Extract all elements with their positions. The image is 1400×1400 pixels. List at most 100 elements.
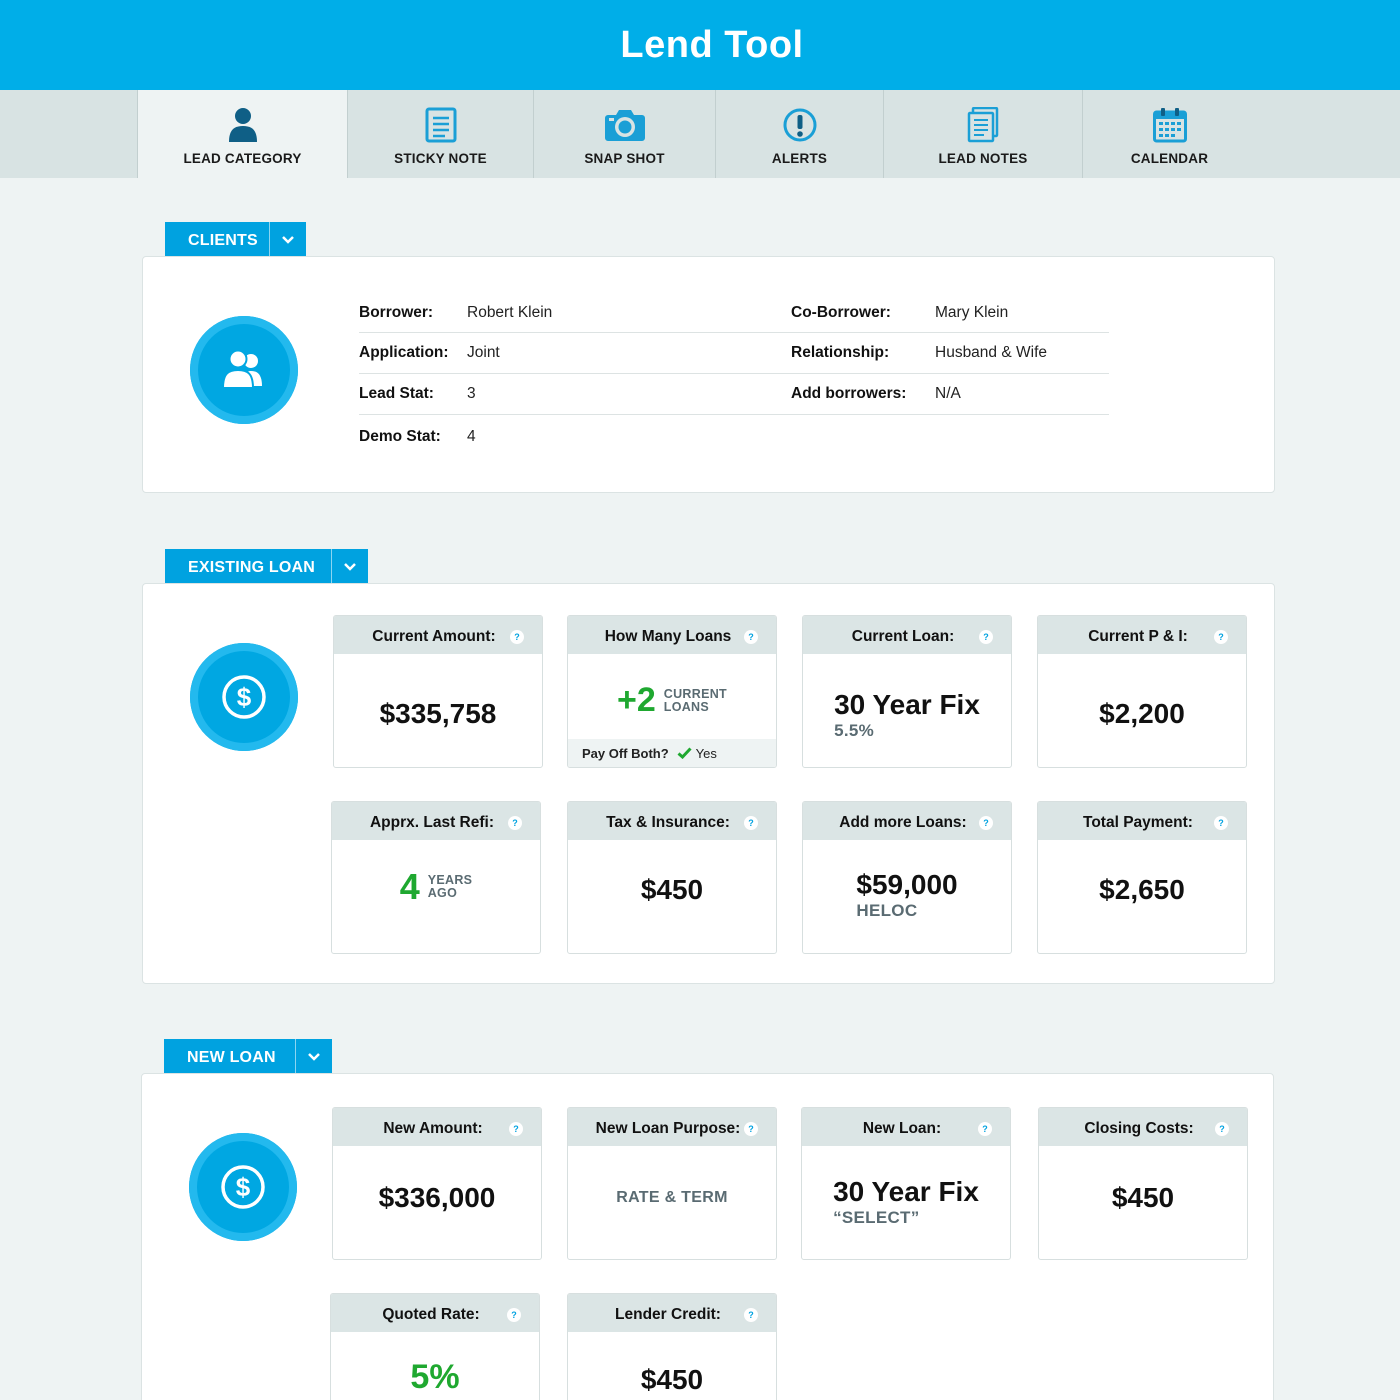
checkmark-icon[interactable] bbox=[677, 747, 692, 759]
card-body: 30 Year Fix 5.5% bbox=[803, 654, 1011, 767]
loan-count-unit: CURRENT LOANS bbox=[663, 687, 727, 714]
card-body[interactable]: 30 Year Fix “SELECT” bbox=[802, 1146, 1010, 1259]
dollar-icon: $ bbox=[221, 1165, 265, 1209]
nav-calendar[interactable]: CALENDAR bbox=[1082, 90, 1256, 178]
clients-info-table: Borrower: Robert Klein Co-Borrower: Mary… bbox=[359, 293, 1109, 459]
nav-sticky-note[interactable]: STICKY NOTE bbox=[347, 90, 533, 178]
alert-icon bbox=[777, 106, 823, 144]
help-icon[interactable]: ? bbox=[510, 630, 524, 644]
loan-count-value: +2 bbox=[617, 681, 656, 719]
lead-stat-label: Lead Stat: bbox=[359, 385, 434, 402]
nav-label: CALENDAR bbox=[1130, 151, 1209, 166]
nav-label: LEAD CATEGORY bbox=[183, 151, 302, 166]
section-tab-label: EXISTING LOAN bbox=[188, 558, 316, 576]
help-icon[interactable]: ? bbox=[1215, 1122, 1229, 1136]
borrower-label: Borrower: bbox=[359, 303, 434, 321]
help-icon[interactable]: ? bbox=[744, 1308, 758, 1322]
card-title: How Many Loans bbox=[604, 628, 732, 645]
card-body: $450 bbox=[568, 840, 776, 953]
last-refi-unit: YEARS AGO bbox=[427, 873, 473, 900]
card-title: Add more Loans: bbox=[839, 814, 967, 831]
card-body: $59,000 HELOC bbox=[803, 840, 1011, 953]
help-icon[interactable]: ? bbox=[744, 630, 758, 644]
new-loan-section-tab[interactable]: NEW LOAN bbox=[164, 1039, 332, 1074]
help-icon[interactable]: ? bbox=[1214, 630, 1228, 644]
unit-line: LOANS bbox=[663, 699, 710, 714]
card-header: How Many Loans? bbox=[568, 616, 776, 654]
nav-lead-notes[interactable]: LEAD NOTES bbox=[883, 90, 1082, 178]
help-icon[interactable]: ? bbox=[744, 1122, 758, 1136]
clients-icon-circle bbox=[190, 316, 298, 424]
card-header: Current Amount:? bbox=[334, 616, 542, 654]
new-loan-select: “SELECT” bbox=[833, 1207, 920, 1227]
current-loan-rate: 5.5% bbox=[834, 720, 875, 740]
co-borrower-value: Mary Klein bbox=[935, 303, 1009, 321]
card-header: Total Payment:? bbox=[1038, 802, 1246, 840]
lender-credit-value: $450 bbox=[640, 1364, 704, 1395]
relationship-label: Relationship: bbox=[791, 344, 890, 361]
existing-loan-section-tab[interactable]: EXISTING LOAN bbox=[165, 549, 368, 584]
help-icon[interactable]: ? bbox=[1214, 816, 1228, 830]
add-loans-card: Add more Loans:? $59,000 HELOC bbox=[802, 801, 1012, 954]
lender-credit-card: Lender Credit:? $450 bbox=[567, 1293, 777, 1400]
total-payment-card: Total Payment:? $2,650 bbox=[1037, 801, 1247, 954]
pay-off-both-row: Pay Off Both? Yes bbox=[568, 739, 776, 767]
help-icon[interactable]: ? bbox=[979, 630, 993, 644]
section-tab-label: NEW LOAN bbox=[187, 1048, 276, 1066]
total-payment-value: $2,650 bbox=[1099, 873, 1185, 905]
chevron-down-icon[interactable] bbox=[269, 222, 306, 257]
card-header: Tax & Insurance:? bbox=[568, 802, 776, 840]
help-icon[interactable]: ? bbox=[979, 816, 993, 830]
dollar-icon: $ bbox=[222, 675, 266, 719]
info-row: Demo Stat: 4 bbox=[359, 415, 1109, 459]
info-row: Application: Joint Relationship: Husband… bbox=[359, 333, 1109, 374]
card-title: Tax & Insurance: bbox=[606, 814, 730, 831]
add-loans-type: HELOC bbox=[856, 900, 918, 920]
demo-stat-value: 4 bbox=[467, 428, 476, 445]
help-icon[interactable]: ? bbox=[509, 1122, 523, 1136]
chevron-down-icon[interactable] bbox=[331, 549, 368, 584]
clients-section-tab[interactable]: CLIENTS bbox=[165, 222, 306, 257]
add-borrowers-label: Add borrowers: bbox=[791, 385, 907, 402]
info-row: Lead Stat: 3 Add borrowers: N/A bbox=[359, 374, 1109, 415]
card-body: +2 CURRENT LOANS bbox=[568, 654, 776, 741]
help-icon[interactable]: ? bbox=[508, 816, 522, 830]
card-title: New Loan: bbox=[862, 1120, 942, 1137]
chevron-down-icon[interactable] bbox=[295, 1039, 332, 1074]
help-icon[interactable]: ? bbox=[507, 1308, 521, 1322]
unit-line: AGO bbox=[427, 885, 458, 900]
nav-snap-shot[interactable]: SNAP SHOT bbox=[533, 90, 715, 178]
nav-lead-category[interactable]: LEAD CATEGORY bbox=[137, 90, 347, 178]
nav-label: SNAP SHOT bbox=[584, 151, 665, 166]
card-header: New Loan:? bbox=[802, 1108, 1010, 1146]
card-title: Current Amount: bbox=[372, 628, 496, 645]
svg-text:$: $ bbox=[236, 1172, 251, 1202]
pay-off-both-label: Pay Off Both? bbox=[582, 745, 669, 761]
current-amount-card: Current Amount:? $335,758 bbox=[333, 615, 543, 768]
card-title: Total Payment: bbox=[1083, 814, 1193, 831]
camera-icon bbox=[602, 106, 648, 144]
help-icon[interactable]: ? bbox=[978, 1122, 992, 1136]
application-label: Application: bbox=[359, 344, 449, 361]
tax-insurance-value: $450 bbox=[640, 873, 704, 905]
help-icon[interactable]: ? bbox=[744, 816, 758, 830]
current-loan-card: Current Loan:? 30 Year Fix 5.5% bbox=[802, 615, 1012, 768]
new-loan-stack: 30 Year Fix “SELECT” bbox=[833, 1176, 979, 1228]
current-loan-value: 30 Year Fix bbox=[834, 688, 980, 720]
relationship-value: Husband & Wife bbox=[935, 344, 1047, 361]
closing-costs-value: $450 bbox=[1111, 1181, 1175, 1213]
section-tab-label: CLIENTS bbox=[188, 231, 258, 249]
card-body[interactable]: RATE & TERM bbox=[568, 1146, 776, 1259]
current-loan-stack: 30 Year Fix 5.5% bbox=[834, 689, 980, 741]
nav-alerts[interactable]: ALERTS bbox=[715, 90, 883, 178]
card-header: Apprx. Last Refi:? bbox=[332, 802, 540, 840]
borrower-value: Robert Klein bbox=[467, 303, 553, 321]
card-body: $335,758 bbox=[334, 654, 542, 767]
lead-stat-value: 3 bbox=[467, 385, 476, 402]
tax-insurance-card: Tax & Insurance:? $450 bbox=[567, 801, 777, 954]
demo-stat-label: Demo Stat: bbox=[359, 428, 441, 445]
card-header: New Amount:? bbox=[333, 1108, 541, 1146]
co-borrower-label: Co-Borrower: bbox=[791, 303, 891, 321]
card-body: 4 YEARS AGO bbox=[332, 840, 540, 953]
info-row: Borrower: Robert Klein Co-Borrower: Mary… bbox=[359, 293, 1109, 333]
